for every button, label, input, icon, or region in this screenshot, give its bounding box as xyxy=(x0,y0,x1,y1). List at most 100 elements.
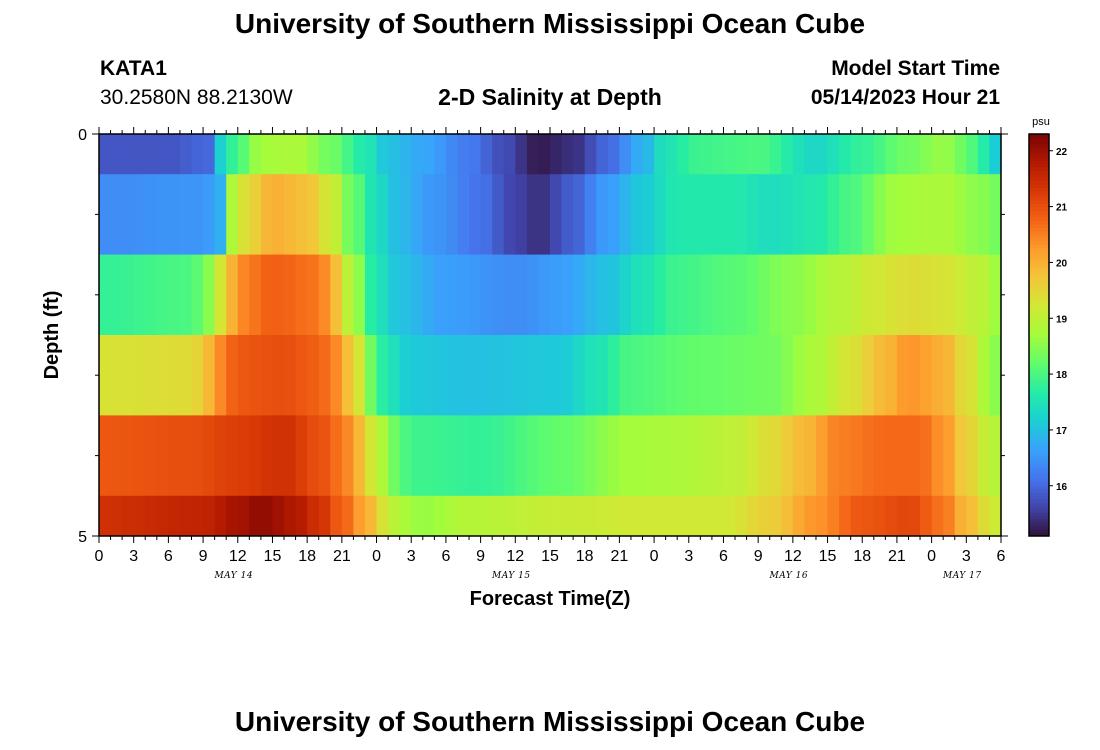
heatmap-cell xyxy=(815,254,829,336)
heatmap-cell xyxy=(214,174,227,255)
colorbar-segment xyxy=(1029,495,1049,500)
heatmap-cell xyxy=(457,134,470,175)
heatmap-cell xyxy=(873,335,886,416)
heatmap-cell xyxy=(353,495,366,537)
heatmap-cell xyxy=(977,495,991,537)
colorbar-segment xyxy=(1029,271,1049,276)
heatmap-cell xyxy=(503,254,516,336)
heatmap-cell xyxy=(850,415,863,497)
heatmap-cell xyxy=(989,174,1002,255)
colorbar-segment xyxy=(1029,324,1049,329)
heatmap-cell xyxy=(873,495,886,537)
heatmap-cell xyxy=(538,254,551,336)
heatmap-cell xyxy=(654,174,667,255)
heatmap-cell xyxy=(191,174,204,255)
heatmap-cell xyxy=(480,415,493,497)
heatmap-cell xyxy=(133,254,146,336)
colorbar-segment xyxy=(1029,425,1049,430)
heatmap-cell xyxy=(700,335,713,416)
colorbar-tick-label: 16 xyxy=(1056,482,1068,493)
heatmap-cell xyxy=(873,174,886,255)
heatmap-cell xyxy=(353,174,366,255)
colorbar-segment xyxy=(1029,455,1049,460)
colorbar-segment xyxy=(1029,465,1049,470)
heatmap-cell xyxy=(827,134,840,175)
x-tick-label: 9 xyxy=(199,548,208,565)
heatmap-cell xyxy=(954,134,967,175)
heatmap-cell xyxy=(445,415,459,497)
x-tick-label: 6 xyxy=(719,548,728,565)
heatmap-cell xyxy=(677,335,690,416)
colorbar-segment xyxy=(1029,328,1049,333)
heatmap-cell xyxy=(862,174,875,255)
heatmap-cell xyxy=(735,415,748,497)
heatmap-cell xyxy=(353,335,366,416)
heatmap-cell xyxy=(237,174,250,255)
heatmap-cell xyxy=(318,174,331,255)
heatmap-cell xyxy=(596,254,609,336)
colorbar-segment xyxy=(1029,261,1049,266)
heatmap-cell xyxy=(723,254,736,336)
heatmap-cell xyxy=(469,134,482,175)
colorbar-segment xyxy=(1029,472,1049,477)
heatmap-cell xyxy=(122,134,135,175)
heatmap-cell xyxy=(122,174,135,255)
heatmap-cell xyxy=(758,495,771,537)
heatmap-cell xyxy=(665,254,678,336)
heatmap-cell xyxy=(654,254,667,336)
heatmap-cell xyxy=(850,134,863,175)
heatmap-cell xyxy=(480,495,493,537)
heatmap-cell xyxy=(896,415,910,497)
heatmap-cell xyxy=(723,134,736,175)
heatmap-cell xyxy=(249,254,262,336)
heatmap-cell xyxy=(110,415,123,497)
heatmap-cell xyxy=(214,495,227,537)
heatmap-cell xyxy=(908,134,921,175)
x-tick-label: 21 xyxy=(333,548,351,565)
heatmap-cell xyxy=(526,174,540,255)
heatmap-cell xyxy=(422,134,435,175)
heatmap-cell xyxy=(284,134,297,175)
heatmap-cell xyxy=(179,495,193,537)
colorbar-segment xyxy=(1029,190,1049,195)
x-tick-label: 0 xyxy=(95,548,104,565)
heatmap-cell xyxy=(237,415,250,497)
heatmap-cell xyxy=(284,174,297,255)
heatmap-cell xyxy=(457,495,470,537)
heatmap-cell xyxy=(307,415,320,497)
colorbar-segment xyxy=(1029,291,1049,296)
heatmap-cell xyxy=(977,134,991,175)
colorbar-segment xyxy=(1029,485,1049,490)
colorbar-segment xyxy=(1029,284,1049,289)
heatmap-cell xyxy=(607,335,620,416)
colorbar-segment xyxy=(1029,341,1049,346)
heatmap-cell xyxy=(411,174,424,255)
heatmap-cell xyxy=(330,254,343,336)
heatmap-cell xyxy=(376,254,389,336)
heatmap-cell xyxy=(434,174,447,255)
heatmap-cell xyxy=(469,174,482,255)
colorbar-segment xyxy=(1029,381,1049,386)
colorbar-segment xyxy=(1029,462,1049,467)
heatmap-cell xyxy=(815,415,829,497)
heatmap-cell xyxy=(677,254,690,336)
heatmap-cell xyxy=(561,335,574,416)
colorbar-segment xyxy=(1029,204,1049,209)
heatmap-cell xyxy=(700,415,713,497)
heatmap-cell xyxy=(179,415,193,497)
heatmap-cell xyxy=(815,495,829,537)
colorbar-segment xyxy=(1029,318,1049,323)
heatmap-cell xyxy=(226,335,239,416)
heatmap-cell xyxy=(364,174,378,255)
heatmap-cell xyxy=(550,335,563,416)
heatmap-cell xyxy=(596,174,609,255)
x-tick-label: 3 xyxy=(962,548,971,565)
heatmap-cell xyxy=(469,415,482,497)
colorbar-segment xyxy=(1029,458,1049,463)
heatmap-cell xyxy=(642,495,655,537)
colorbar-segment xyxy=(1029,345,1049,349)
heatmap-cell xyxy=(179,134,193,175)
heatmap-cell xyxy=(214,415,227,497)
heatmap-cell xyxy=(469,335,482,416)
heatmap-cell xyxy=(272,134,285,175)
